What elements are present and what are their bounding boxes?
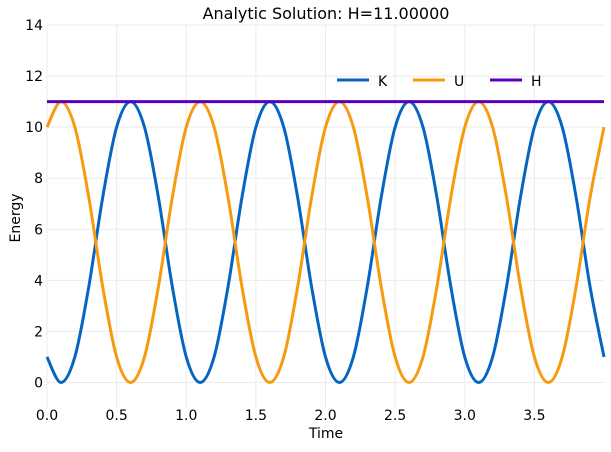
x-tick-label: 1.5 bbox=[245, 408, 267, 424]
x-axis-title: Time bbox=[308, 426, 343, 442]
x-tick-label: 0.5 bbox=[105, 408, 127, 424]
series-line-u bbox=[45, 100, 606, 384]
y-tick-label: 2 bbox=[34, 324, 43, 340]
chart-title: Analytic Solution: H=11.00000 bbox=[203, 4, 450, 23]
y-tick-label: 0 bbox=[34, 375, 43, 391]
y-tick-label: 4 bbox=[34, 273, 43, 289]
y-tick-label: 14 bbox=[25, 18, 43, 34]
legend-label-k: K bbox=[378, 74, 388, 90]
x-tick-label: 3.0 bbox=[454, 408, 476, 424]
x-axis-ticks: 0.0 0.5 1.0 1.5 2.0 2.5 3.0 3.5 bbox=[36, 408, 546, 424]
series-line-k bbox=[45, 100, 606, 384]
y-tick-label: 10 bbox=[25, 120, 43, 136]
y-axis-title: Energy bbox=[8, 193, 24, 242]
x-tick-label: 1.0 bbox=[175, 408, 197, 424]
grid-lines bbox=[46, 24, 604, 408]
x-tick-label: 0.0 bbox=[36, 408, 58, 424]
y-tick-label: 8 bbox=[34, 171, 43, 187]
y-tick-label: 6 bbox=[34, 222, 43, 238]
x-tick-label: 3.5 bbox=[523, 408, 545, 424]
x-tick-label: 2.5 bbox=[384, 408, 406, 424]
legend-label-u: U bbox=[454, 74, 464, 90]
y-axis-ticks: 0 2 4 6 8 10 12 14 bbox=[25, 18, 43, 391]
series-lines bbox=[45, 100, 606, 384]
legend-label-h: H bbox=[531, 74, 542, 90]
x-tick-label: 2.0 bbox=[314, 408, 336, 424]
y-tick-label: 12 bbox=[25, 69, 43, 85]
